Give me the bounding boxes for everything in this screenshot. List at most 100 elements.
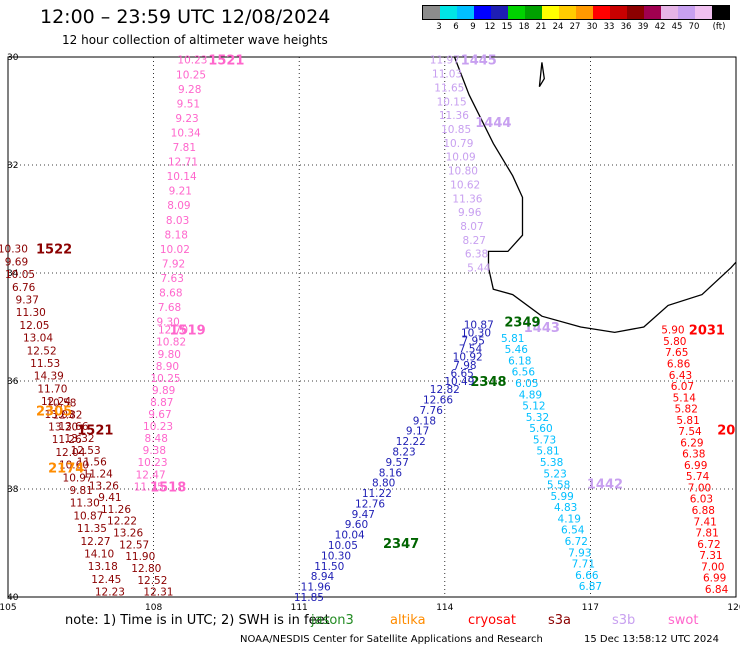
wave-height-value: 12.70 bbox=[158, 325, 188, 337]
wave-height-value: 10.02 bbox=[160, 244, 190, 256]
pass-time-label: 20 bbox=[717, 424, 735, 439]
wave-height-value: 7.92 bbox=[162, 258, 185, 270]
pass-time-label: 1445 bbox=[461, 54, 497, 69]
wave-height-value: 10.23 bbox=[137, 457, 167, 469]
colorbar-swatch bbox=[661, 6, 678, 19]
legend-item-cryosat: cryosat bbox=[468, 613, 516, 628]
wave-height-value: 9.57 bbox=[386, 457, 409, 469]
wave-height-value: 12.76 bbox=[355, 498, 385, 510]
wave-height-value: 10.25 bbox=[151, 373, 181, 385]
legend-item-altika: altika bbox=[390, 613, 426, 628]
colorbar-tick: 30 bbox=[586, 22, 598, 32]
colorbar-tick: 21 bbox=[535, 22, 547, 32]
wave-height-value: 7.81 bbox=[173, 142, 196, 154]
wave-height-value: 7.63 bbox=[161, 273, 184, 285]
wave-height-value: 6.07 bbox=[671, 381, 694, 393]
wave-height-value: 7.71 bbox=[572, 559, 595, 571]
wave-height-value: 11.24 bbox=[83, 468, 113, 480]
wave-height-value: 12.24 bbox=[41, 396, 71, 408]
colorbar-tick: 36 bbox=[620, 22, 632, 32]
wave-height-value: 11.30 bbox=[16, 307, 46, 319]
wave-height-value: 8.90 bbox=[156, 361, 179, 373]
wave-height-value: 11.03 bbox=[432, 69, 462, 81]
x-tick-label: 111 bbox=[291, 603, 308, 613]
wave-height-value: 13.26 bbox=[89, 480, 119, 492]
y-tick-label: 38 bbox=[7, 485, 19, 495]
colorbar-swatch bbox=[457, 6, 474, 19]
wave-height-value: 7.68 bbox=[158, 302, 181, 314]
pass-time-label: 2031 bbox=[689, 324, 725, 339]
wave-height-value: 13.66 bbox=[58, 421, 88, 433]
wave-height-value: 8.09 bbox=[167, 200, 190, 212]
wave-height-value: 6.72 bbox=[697, 539, 720, 551]
wave-height-value: 12.04 bbox=[55, 447, 85, 459]
units-note: note: 1) Time is in UTC; 2) SWH is in fe… bbox=[65, 613, 330, 628]
wave-height-value: 10.87 bbox=[464, 319, 494, 331]
wave-height-value: 5.12 bbox=[522, 401, 545, 413]
wave-height-value: 8.07 bbox=[460, 221, 483, 233]
wave-height-value: 8.80 bbox=[372, 478, 395, 490]
wave-height-value: 8.23 bbox=[392, 446, 415, 458]
page-subtitle: 12 hour collection of altimeter wave hei… bbox=[62, 33, 328, 47]
wave-height-value: 7.54 bbox=[678, 426, 702, 438]
wave-height-value: 9.17 bbox=[406, 426, 429, 438]
pass-time-label: 2349 bbox=[504, 316, 540, 331]
wave-height-value: 12.31 bbox=[143, 587, 173, 599]
wave-height-value: 11.30 bbox=[70, 498, 100, 510]
wave-height-value: 14.39 bbox=[34, 371, 64, 383]
wave-height-value: 10.04 bbox=[335, 530, 365, 542]
wave-height-value: 5.81 bbox=[536, 446, 559, 458]
wave-height-value: 11.56 bbox=[77, 457, 107, 469]
colorbar-tick: 18 bbox=[518, 22, 530, 32]
wave-height-value: 12.71 bbox=[168, 157, 198, 169]
colorbar-tick: 6 bbox=[453, 22, 459, 32]
wave-height-value: 5.46 bbox=[505, 344, 529, 356]
wave-height-value: 9.41 bbox=[98, 492, 121, 504]
wave-height-value: 5.38 bbox=[540, 457, 563, 469]
wave-height-value: 13.03 bbox=[45, 409, 75, 421]
island-outline bbox=[538, 62, 545, 88]
colorbar-swatch bbox=[627, 6, 644, 19]
wave-height-value: 9.69 bbox=[5, 256, 28, 268]
legend-item-s3b: s3b bbox=[612, 613, 636, 628]
satellite-legend: jason3 altika cryosat s3a s3b swot bbox=[0, 613, 740, 629]
wave-height-value: 9.81 bbox=[69, 485, 92, 497]
wave-height-value: 9.51 bbox=[177, 98, 200, 110]
wave-height-value: 6.56 bbox=[512, 367, 536, 379]
wave-height-colorbar: 3 6 9 12 15 18 21 24 27 30 33 36 39 42 45 70 (ft) bbox=[422, 5, 730, 34]
wave-height-value: 7.98 bbox=[453, 360, 476, 372]
pass-time-label: 1443 bbox=[524, 321, 560, 336]
x-tick-label: 108 bbox=[145, 603, 162, 613]
wave-height-value: 9.67 bbox=[148, 409, 171, 421]
colorbar-swatch bbox=[644, 6, 661, 19]
wave-height-value: 13.26 bbox=[113, 528, 143, 540]
wave-height-value: 12.82 bbox=[52, 409, 82, 421]
wave-height-value: 8.16 bbox=[379, 467, 403, 479]
wave-height-value: 12.52 bbox=[137, 575, 167, 587]
wave-height-value: 6.29 bbox=[680, 437, 703, 449]
wave-height-value: 8.68 bbox=[159, 288, 182, 300]
wave-height-value: 11.53 bbox=[30, 358, 60, 370]
wave-height-value: 12.53 bbox=[71, 445, 101, 457]
pass-time-label: 1518 bbox=[150, 480, 186, 495]
wave-height-value: 10.60 bbox=[59, 460, 89, 472]
wave-height-value: 5.81 bbox=[501, 333, 524, 345]
wave-height-value: 11.90 bbox=[125, 551, 155, 563]
wave-height-value: 6.76 bbox=[12, 282, 36, 294]
colorbar-swatch bbox=[525, 6, 542, 19]
wave-height-value: 13.32 bbox=[65, 433, 95, 445]
wave-height-value: 5.90 bbox=[661, 325, 684, 337]
wave-height-value: 10.82 bbox=[156, 337, 186, 349]
wave-height-value: 5.60 bbox=[529, 423, 552, 435]
coastline bbox=[453, 56, 737, 334]
wave-height-value: 10.62 bbox=[450, 179, 480, 191]
wave-height-value: 10.30 bbox=[461, 327, 491, 339]
wave-height-value: 11.26 bbox=[52, 434, 82, 446]
wave-height-value: 12.23 bbox=[95, 587, 125, 599]
wave-height-value: 9.80 bbox=[158, 349, 181, 361]
wave-height-value: 7.00 bbox=[688, 482, 711, 494]
wave-height-value: 9.37 bbox=[16, 295, 39, 307]
wave-height-value: 10.23 bbox=[143, 421, 173, 433]
wave-height-value: 4.83 bbox=[554, 502, 577, 514]
